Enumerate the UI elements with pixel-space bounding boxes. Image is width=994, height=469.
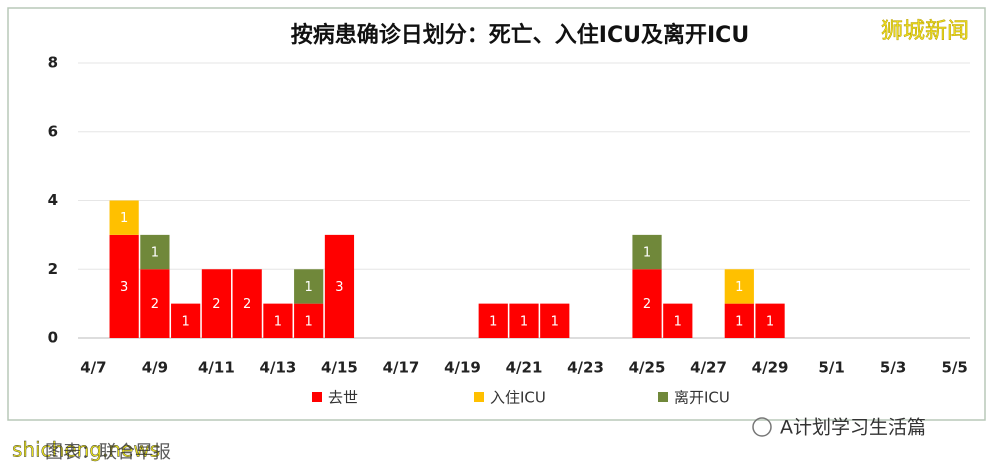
x-tick-label: 4/11 [198,359,235,377]
data-label: 1 [643,246,651,261]
x-tick-label: 4/29 [752,359,789,377]
x-tick-label: 5/3 [880,359,906,377]
data-label: 2 [243,297,251,312]
chart-title: 按病患确诊日划分：死亡、入住ICU及离开ICU [291,22,749,48]
data-label: 1 [305,314,313,329]
data-label: 1 [735,280,743,295]
bar-segment [663,303,693,338]
x-tick-label: 4/21 [506,359,543,377]
data-label: 3 [335,280,343,295]
bar-segment [140,234,170,270]
site-watermark: shicheng.news [12,438,160,462]
data-label: 1 [151,246,159,261]
data-label: 1 [274,314,282,329]
data-label: 3 [120,280,128,295]
bar-segment [294,269,324,304]
bar-segment [632,269,662,338]
bar-segment [140,269,170,338]
bar-segment [109,234,139,338]
data-label: 1 [674,314,682,329]
data-label: 1 [489,314,497,329]
x-tick-label: 4/13 [260,359,297,377]
y-tick-label: 4 [48,191,58,209]
bar-segment [294,303,324,338]
bar-segment [478,303,508,338]
account-name: A计划学习生活篇 [780,417,926,439]
y-tick-label: 0 [48,329,58,347]
bar-segment [324,234,355,338]
bar-segment [724,303,754,338]
data-label: 1 [766,314,774,329]
data-label: 1 [182,314,190,329]
legend-label: 去世 [328,389,358,407]
x-tick-label: 4/25 [629,359,666,377]
x-tick-label: 4/17 [383,359,420,377]
watermark: 狮城新闻 [881,19,969,44]
bar-segment [540,303,570,338]
bar-segment [263,303,293,338]
data-label: 1 [735,314,743,329]
x-tick-label: 4/7 [80,359,106,377]
legend-swatch [474,392,484,402]
y-tick-label: 8 [48,54,58,72]
bar-segment [232,269,262,338]
data-label: 1 [520,314,528,329]
legend-swatch [312,392,322,402]
legend-swatch [658,392,668,402]
bar-segment [109,200,139,235]
x-tick-label: 4/9 [142,359,168,377]
y-tick-label: 6 [48,122,58,140]
data-label: 2 [151,297,159,312]
legend-label: 离开ICU [674,389,730,407]
x-tick-label: 4/15 [321,359,358,377]
legend-label: 入住ICU [490,389,546,407]
x-tick-label: 4/27 [690,359,727,377]
bar-segment [171,303,201,338]
bar-segment [201,269,232,338]
x-tick-label: 5/1 [818,359,844,377]
bar-segment [632,234,662,270]
data-label: 2 [643,297,651,312]
chart-frame [7,7,986,421]
bar-segment [755,303,785,338]
source: 图表：联合早报 [45,442,171,463]
data-label: 1 [551,314,559,329]
wechat-icon [752,417,772,437]
y-tick-label: 2 [48,260,58,278]
data-label: 1 [305,280,313,295]
data-label: 2 [212,297,220,312]
x-tick-label: 5/5 [941,359,967,377]
data-label: 1 [120,211,128,226]
x-tick-label: 4/19 [444,359,481,377]
bar-segment [724,269,754,304]
x-tick-label: 4/23 [567,359,604,377]
bar-segment [509,303,539,338]
